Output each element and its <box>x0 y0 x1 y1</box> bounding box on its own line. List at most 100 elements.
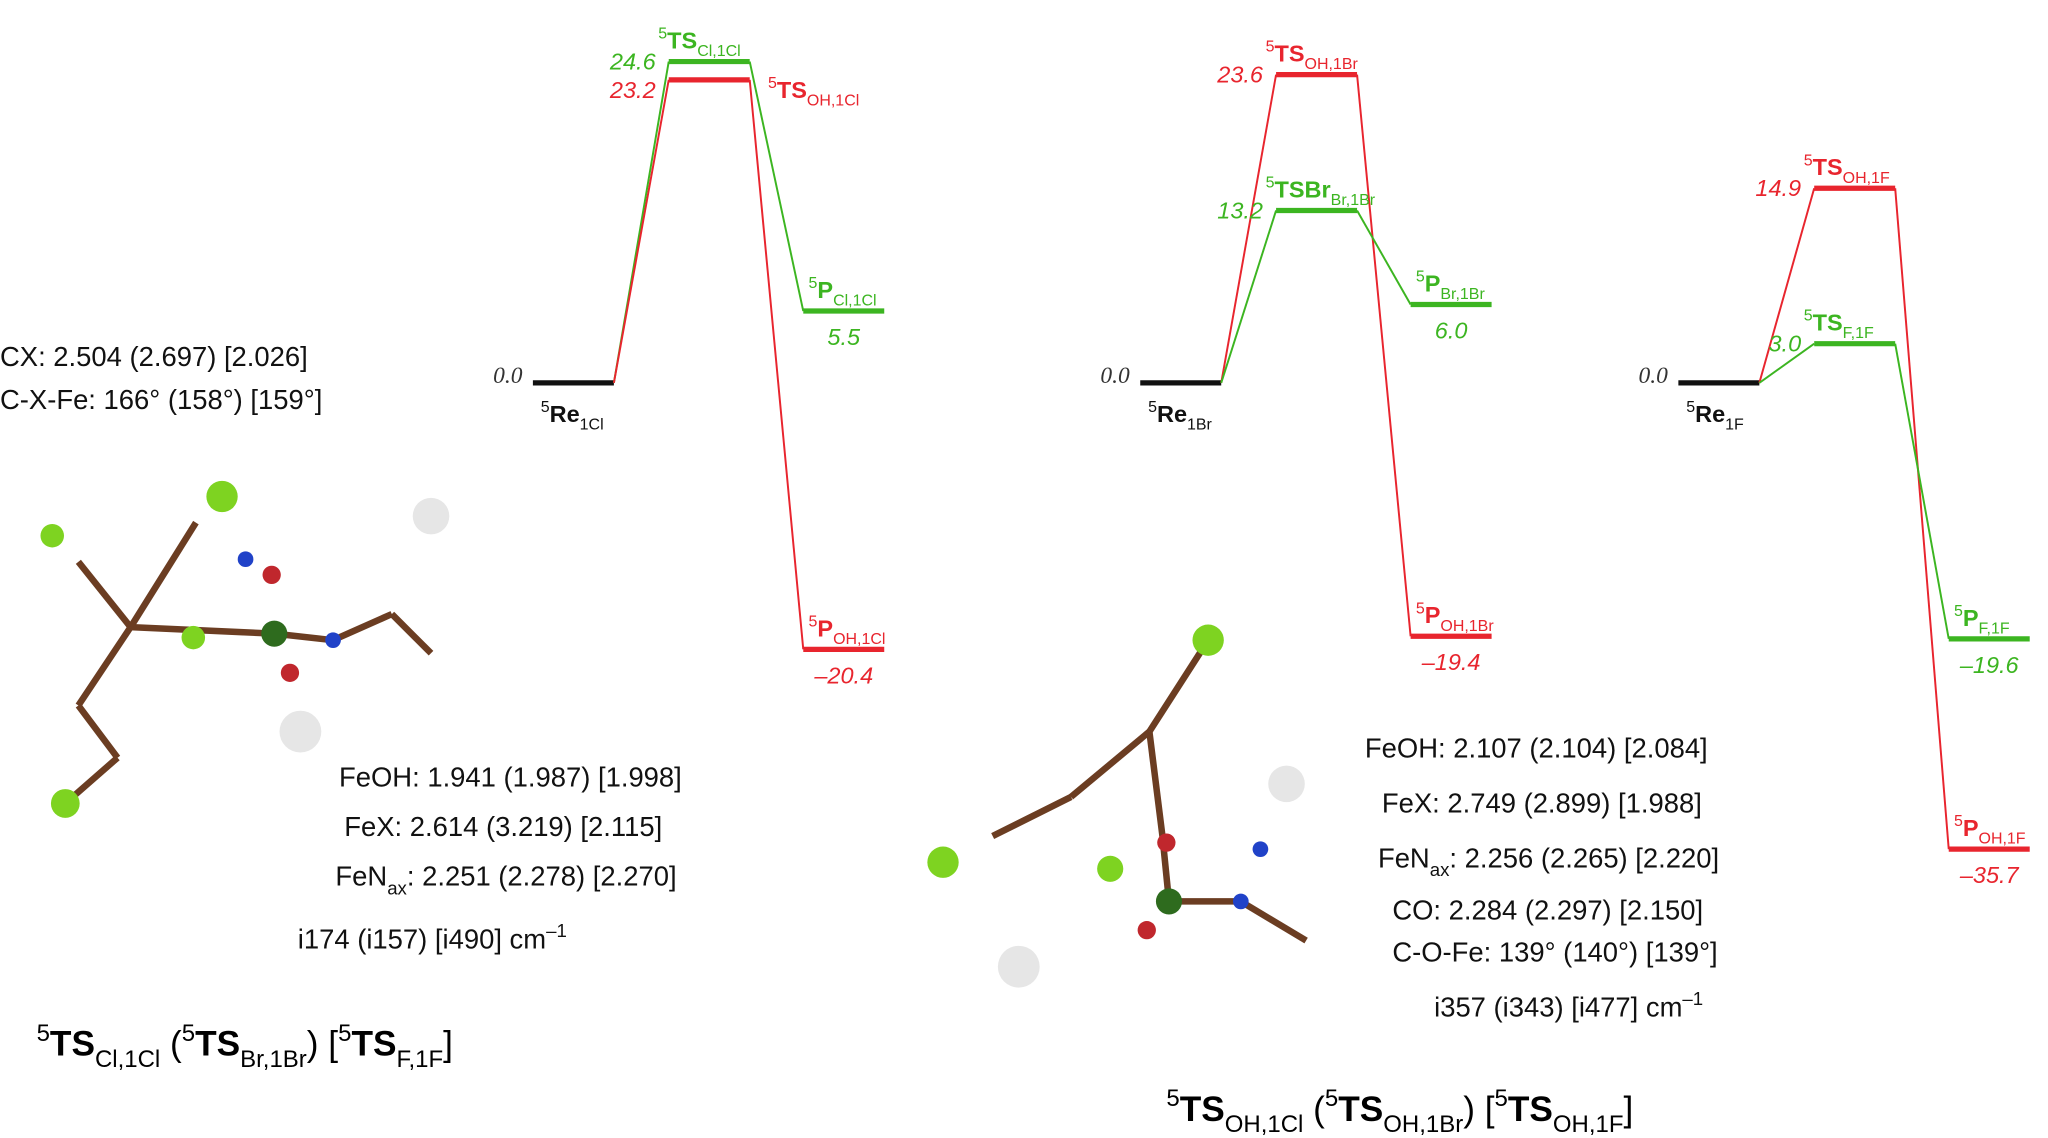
text-part: OH,1Br <box>1383 1111 1463 1138</box>
geometry-text: FeNax: 2.251 (2.278) [2.270] <box>335 861 676 899</box>
text-part: 5 <box>658 26 667 43</box>
bond <box>991 793 1073 840</box>
text-part: OH,1Br <box>1440 618 1494 635</box>
text-part: ) [ <box>307 1025 339 1064</box>
energy-value: –19.4 <box>1421 649 1481 675</box>
text-part: C-X-Fe: 166° (158°) [159°] <box>0 384 322 415</box>
atom <box>261 620 288 647</box>
text-part: P <box>817 277 833 303</box>
atom <box>237 551 254 568</box>
atom <box>279 710 322 753</box>
bond <box>389 611 434 656</box>
energy-value: 14.9 <box>1755 175 1801 201</box>
atom <box>1268 765 1305 803</box>
text-part: 5 <box>1804 308 1813 325</box>
energy-value: 23.6 <box>1216 61 1264 87</box>
geometry-text: CX: 2.504 (2.697) [2.026] <box>0 341 308 372</box>
text-part: Cl,1Cl <box>833 293 876 310</box>
text-part: OH,1Br <box>1305 56 1359 73</box>
geometry-text: FeX: 2.749 (2.899) [1.988] <box>1382 788 1702 819</box>
level-name: 5Re1F <box>1686 399 1744 434</box>
connector <box>1356 74 1412 637</box>
text-part: ax <box>387 877 407 898</box>
text-part: TS <box>1180 1090 1225 1129</box>
text-part: 5 <box>1266 39 1275 56</box>
energy-value: 3.0 <box>1768 331 1801 357</box>
level-name: 5TSBrBr,1Br <box>1266 174 1376 209</box>
level-name: 5PCl,1Cl <box>808 275 876 310</box>
text-part: FeN <box>335 861 387 892</box>
text-part: 1F <box>1725 417 1744 434</box>
text-part: FeOH: 2.107 (2.104) [2.084] <box>1365 733 1708 764</box>
text-part: P <box>1963 605 1979 631</box>
text-part: 5 <box>808 275 817 292</box>
text-part: FeN <box>1378 842 1430 873</box>
atom <box>1155 888 1183 915</box>
text-part: ( <box>160 1025 182 1064</box>
atom <box>1232 893 1249 910</box>
text-part: P <box>1425 270 1441 296</box>
geometry-text: i357 (i343) [i477] cm–1 <box>1434 988 1703 1022</box>
text-part: i357 (i343) [i477] cm <box>1434 991 1682 1022</box>
text-part: FeOH: 1.941 (1.987) [1.998] <box>339 761 682 792</box>
bond <box>127 520 199 629</box>
text-part: 5 <box>182 1020 195 1047</box>
text-part: OH,1Cl <box>833 631 885 648</box>
bond <box>75 559 134 630</box>
text-part: P <box>817 615 833 641</box>
text-part: CX: 2.504 (2.697) [2.026] <box>0 341 308 372</box>
connector <box>1758 342 1815 384</box>
geometry-text: FeOH: 2.107 (2.104) [2.084] <box>1365 733 1708 764</box>
atom <box>1157 833 1176 852</box>
atom <box>40 523 64 548</box>
level-name: 5POH,1F <box>1954 813 2026 848</box>
bond <box>331 611 394 644</box>
geometry-text: C-X-Fe: 166° (158°) [159°] <box>0 384 322 415</box>
text-part: ax <box>1430 859 1450 880</box>
connector <box>748 79 805 650</box>
text-part: : 2.251 (2.278) [2.270] <box>407 861 677 892</box>
energy-value: 0.0 <box>493 363 523 389</box>
text-part: F,1F <box>396 1046 443 1073</box>
level-name: 5TSCl,1Cl <box>658 26 740 61</box>
geometry-text: C-O-Fe: 139° (140°) [139°] <box>1392 936 1717 967</box>
text-part: TS <box>1508 1090 1553 1129</box>
text-part: 5 <box>1954 813 1963 830</box>
text-part: 5 <box>1148 399 1157 416</box>
text-part: 5 <box>37 1020 50 1047</box>
atom <box>325 632 341 649</box>
text-part: TS <box>1813 310 1843 336</box>
text-part: TS <box>195 1025 240 1064</box>
energy-value: 5.5 <box>827 324 861 350</box>
energy-value: 0.0 <box>1639 363 1669 389</box>
atom <box>412 497 450 535</box>
atom <box>50 789 80 818</box>
text-part: Re <box>1695 401 1725 427</box>
level-name: 5Re1Cl <box>541 399 604 434</box>
text-part: –1 <box>546 920 567 941</box>
molecule-right <box>927 624 1308 988</box>
text-part: OH,1Cl <box>1225 1111 1304 1138</box>
level-name: 5TSOH,1Br <box>1266 39 1359 74</box>
connector <box>1220 74 1278 384</box>
text-part: Re <box>1157 401 1187 427</box>
energy-value: 6.0 <box>1435 317 1468 343</box>
text-part: OH,1F <box>1553 1111 1624 1138</box>
atom <box>1252 841 1269 857</box>
bond <box>1239 898 1308 944</box>
text-part: F,1F <box>1979 620 2010 637</box>
text-part: TS <box>351 1025 396 1064</box>
level-name: 5PBr,1Br <box>1416 269 1486 304</box>
text-part: : 2.256 (2.265) [2.220] <box>1449 842 1719 873</box>
text-part: i174 (i157) [i490] cm <box>298 923 546 954</box>
text-part: 5 <box>1416 600 1425 617</box>
text-part: 5 <box>768 75 777 92</box>
text-part: 5 <box>1954 603 1963 620</box>
connector <box>1758 187 1816 384</box>
level-name: 5PF,1F <box>1954 603 2010 638</box>
text-part: TS <box>1338 1090 1383 1129</box>
molecule-left <box>40 480 450 818</box>
bond <box>75 703 121 760</box>
atom <box>1137 921 1156 940</box>
